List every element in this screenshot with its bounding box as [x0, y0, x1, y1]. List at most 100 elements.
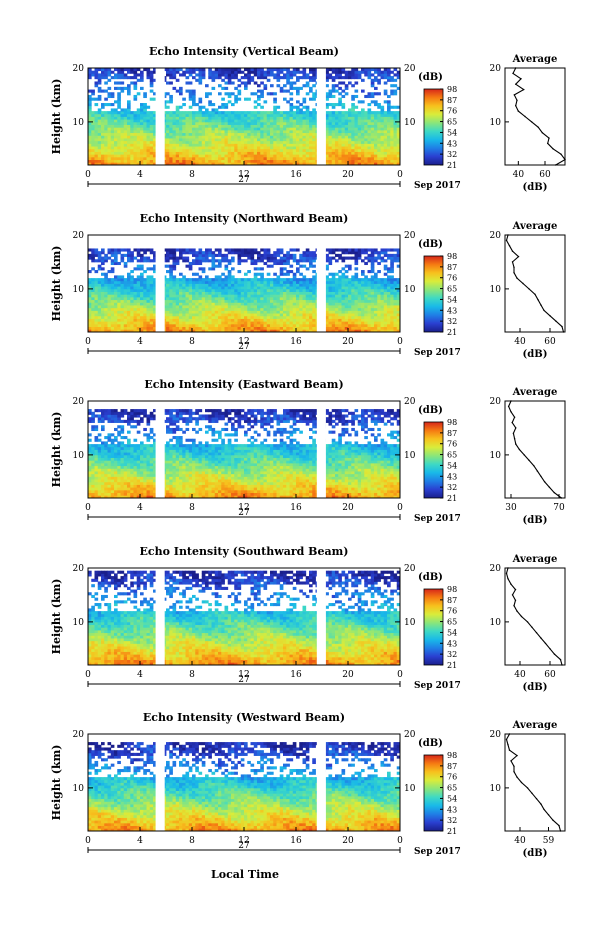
heatmap-cell	[166, 299, 170, 303]
heatmap-cell	[325, 278, 329, 282]
heatmap-cell	[390, 283, 394, 287]
heatmap-cell	[296, 151, 300, 155]
heatmap-cell	[130, 286, 134, 290]
heatmap-cell	[182, 73, 186, 77]
heatmap-cell	[328, 302, 333, 306]
heatmap-cell	[195, 278, 199, 282]
heatmap-cell	[224, 156, 229, 161]
heatmap-cell	[104, 305, 108, 309]
heatmap-cell	[328, 111, 333, 115]
heatmap-cell	[214, 140, 219, 144]
heatmap-cell	[146, 121, 151, 125]
heatmap-cell	[97, 264, 102, 268]
heatmap-cell	[130, 132, 134, 136]
heatmap-cell	[146, 259, 151, 263]
heatmap-cell	[218, 146, 222, 150]
heatmap-cell	[312, 116, 316, 120]
heatmap-cell	[169, 296, 173, 301]
heatmap-cell	[370, 270, 375, 274]
heatmap-cell	[244, 151, 248, 155]
heatmap-cell	[218, 138, 222, 142]
heatmap-cell	[299, 323, 303, 328]
heatmap-cell	[390, 318, 394, 322]
heatmap-cell	[234, 140, 238, 144]
heatmap-cell	[198, 138, 203, 142]
heatmap-cell	[302, 323, 307, 328]
heatmap-cell	[107, 280, 112, 284]
heatmap-cell	[195, 299, 199, 303]
heatmap-cell	[227, 135, 232, 139]
heatmap-cell	[357, 154, 362, 158]
heatmap-cell	[354, 294, 359, 298]
heatmap-cell	[192, 315, 196, 319]
heatmap-cell	[338, 103, 342, 107]
heatmap-cell	[296, 291, 300, 295]
heatmap-cell	[357, 294, 362, 298]
heatmap-cell	[299, 291, 303, 295]
heatmap-cell	[114, 253, 118, 257]
heatmap-cell	[328, 326, 333, 330]
heatmap-cell	[393, 89, 398, 93]
heatmap-cell	[344, 270, 349, 274]
heatmap-cell	[205, 140, 209, 144]
heatmap-cell	[218, 73, 222, 77]
heatmap-cell	[143, 270, 147, 274]
heatmap-cell	[257, 156, 261, 161]
heatmap-cell	[260, 310, 264, 314]
heatmap-cell	[396, 116, 401, 120]
heatmap-cell	[166, 154, 170, 158]
heatmap-cell	[188, 294, 193, 298]
heatmap-cell	[296, 321, 300, 325]
heatmap-cell	[211, 305, 216, 309]
heatmap-cell	[328, 329, 333, 333]
heatmap-cell	[169, 146, 173, 150]
heatmap-cell	[354, 111, 359, 115]
heatmap-cell	[263, 302, 268, 306]
heatmap-cell	[130, 116, 134, 120]
heatmap-cell	[185, 135, 190, 139]
heatmap-cell	[224, 291, 229, 295]
heatmap-cell	[169, 256, 173, 260]
heatmap-cell	[266, 73, 271, 77]
heatmap-cell	[289, 310, 294, 314]
heatmap-cell	[192, 272, 196, 276]
heatmap-cell	[283, 310, 287, 314]
heatmap-cell	[172, 138, 177, 142]
heatmap-cell	[283, 323, 287, 328]
heatmap-cell	[305, 321, 310, 325]
heatmap-cell	[296, 146, 300, 150]
heatmap-cell	[117, 305, 121, 309]
heatmap-cell	[104, 124, 108, 128]
heatmap-cell	[377, 135, 381, 139]
heatmap-cell	[182, 278, 186, 282]
heatmap-cell	[253, 116, 258, 120]
heatmap-cell	[169, 326, 173, 330]
heatmap-cell	[387, 329, 391, 333]
heatmap-cell	[341, 129, 346, 134]
heatmap-cell	[312, 307, 316, 311]
heatmap-cell	[325, 291, 329, 295]
heatmap-cell	[328, 138, 333, 142]
heatmap-cell	[227, 326, 232, 330]
heatmap-cell	[208, 307, 212, 311]
heatmap-cell	[305, 329, 310, 333]
heatmap-cell	[240, 143, 245, 147]
heatmap-cell	[383, 299, 388, 303]
heatmap-cell	[309, 76, 313, 80]
heatmap-cell	[341, 291, 346, 295]
heatmap-cell	[253, 321, 258, 325]
heatmap-cell	[140, 76, 144, 80]
heatmap-cell	[370, 94, 375, 99]
heatmap-cell	[234, 326, 238, 330]
average-profile-point	[515, 67, 517, 69]
heatmap-cell	[188, 111, 193, 115]
heatmap-cell	[198, 291, 203, 295]
heatmap-cell	[312, 278, 316, 282]
heatmap-cell	[185, 259, 190, 263]
heatmap-cell	[198, 313, 203, 317]
heatmap-cell	[296, 138, 300, 142]
heatmap-cell	[149, 299, 154, 303]
heatmap-cell	[104, 315, 108, 319]
heatmap-cell	[309, 323, 313, 328]
heatmap-cell	[205, 315, 209, 319]
